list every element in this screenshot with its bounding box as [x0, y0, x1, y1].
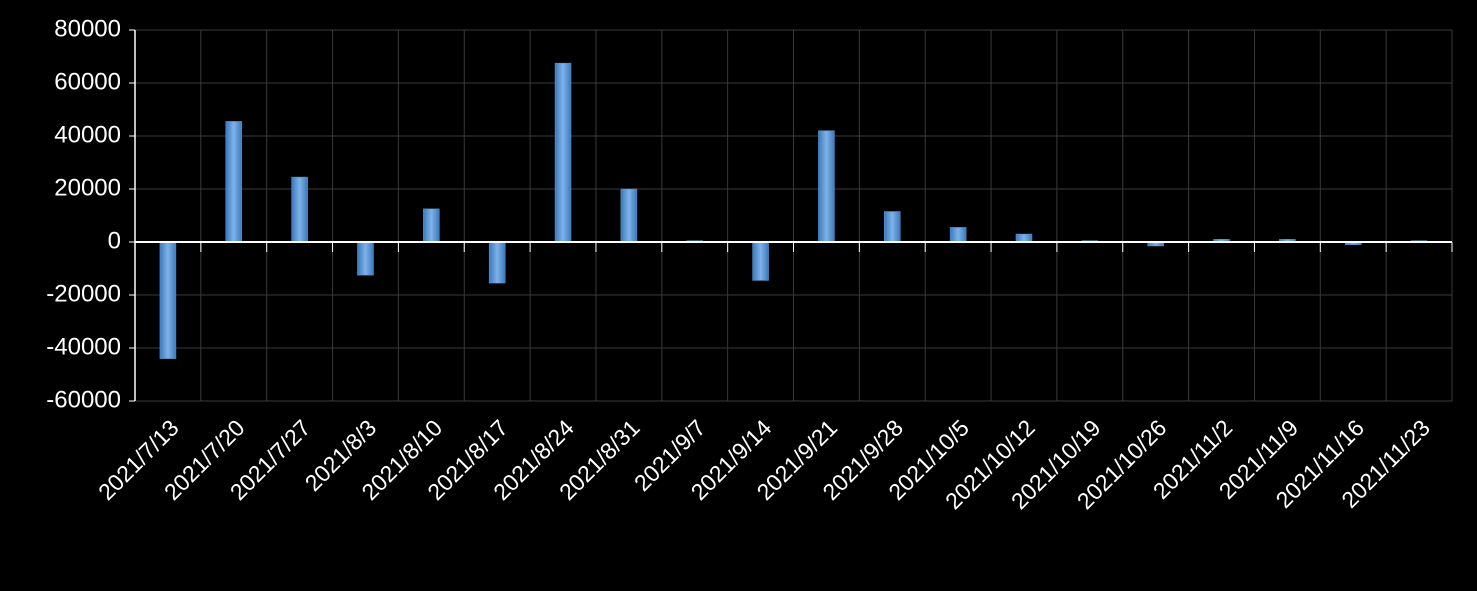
bar [423, 208, 440, 243]
bar [620, 188, 638, 243]
bar [291, 176, 308, 243]
y-tick-label: -20000 [46, 280, 121, 307]
y-tick-label: 40000 [54, 121, 121, 148]
y-tick-label: -60000 [46, 386, 121, 413]
bar [949, 227, 967, 243]
bar [225, 121, 243, 243]
bar [159, 241, 177, 359]
bar [554, 62, 572, 243]
bar [488, 241, 506, 284]
bar [357, 241, 374, 276]
y-tick-label: 80000 [54, 15, 121, 42]
bar [1015, 233, 1033, 243]
y-tick-label: -40000 [46, 333, 121, 360]
bar [884, 211, 901, 243]
bar [752, 241, 769, 281]
bar [818, 130, 835, 243]
y-tick-label: 20000 [54, 174, 121, 201]
y-tick-label: 0 [108, 227, 121, 254]
y-tick-label: 60000 [54, 68, 121, 95]
